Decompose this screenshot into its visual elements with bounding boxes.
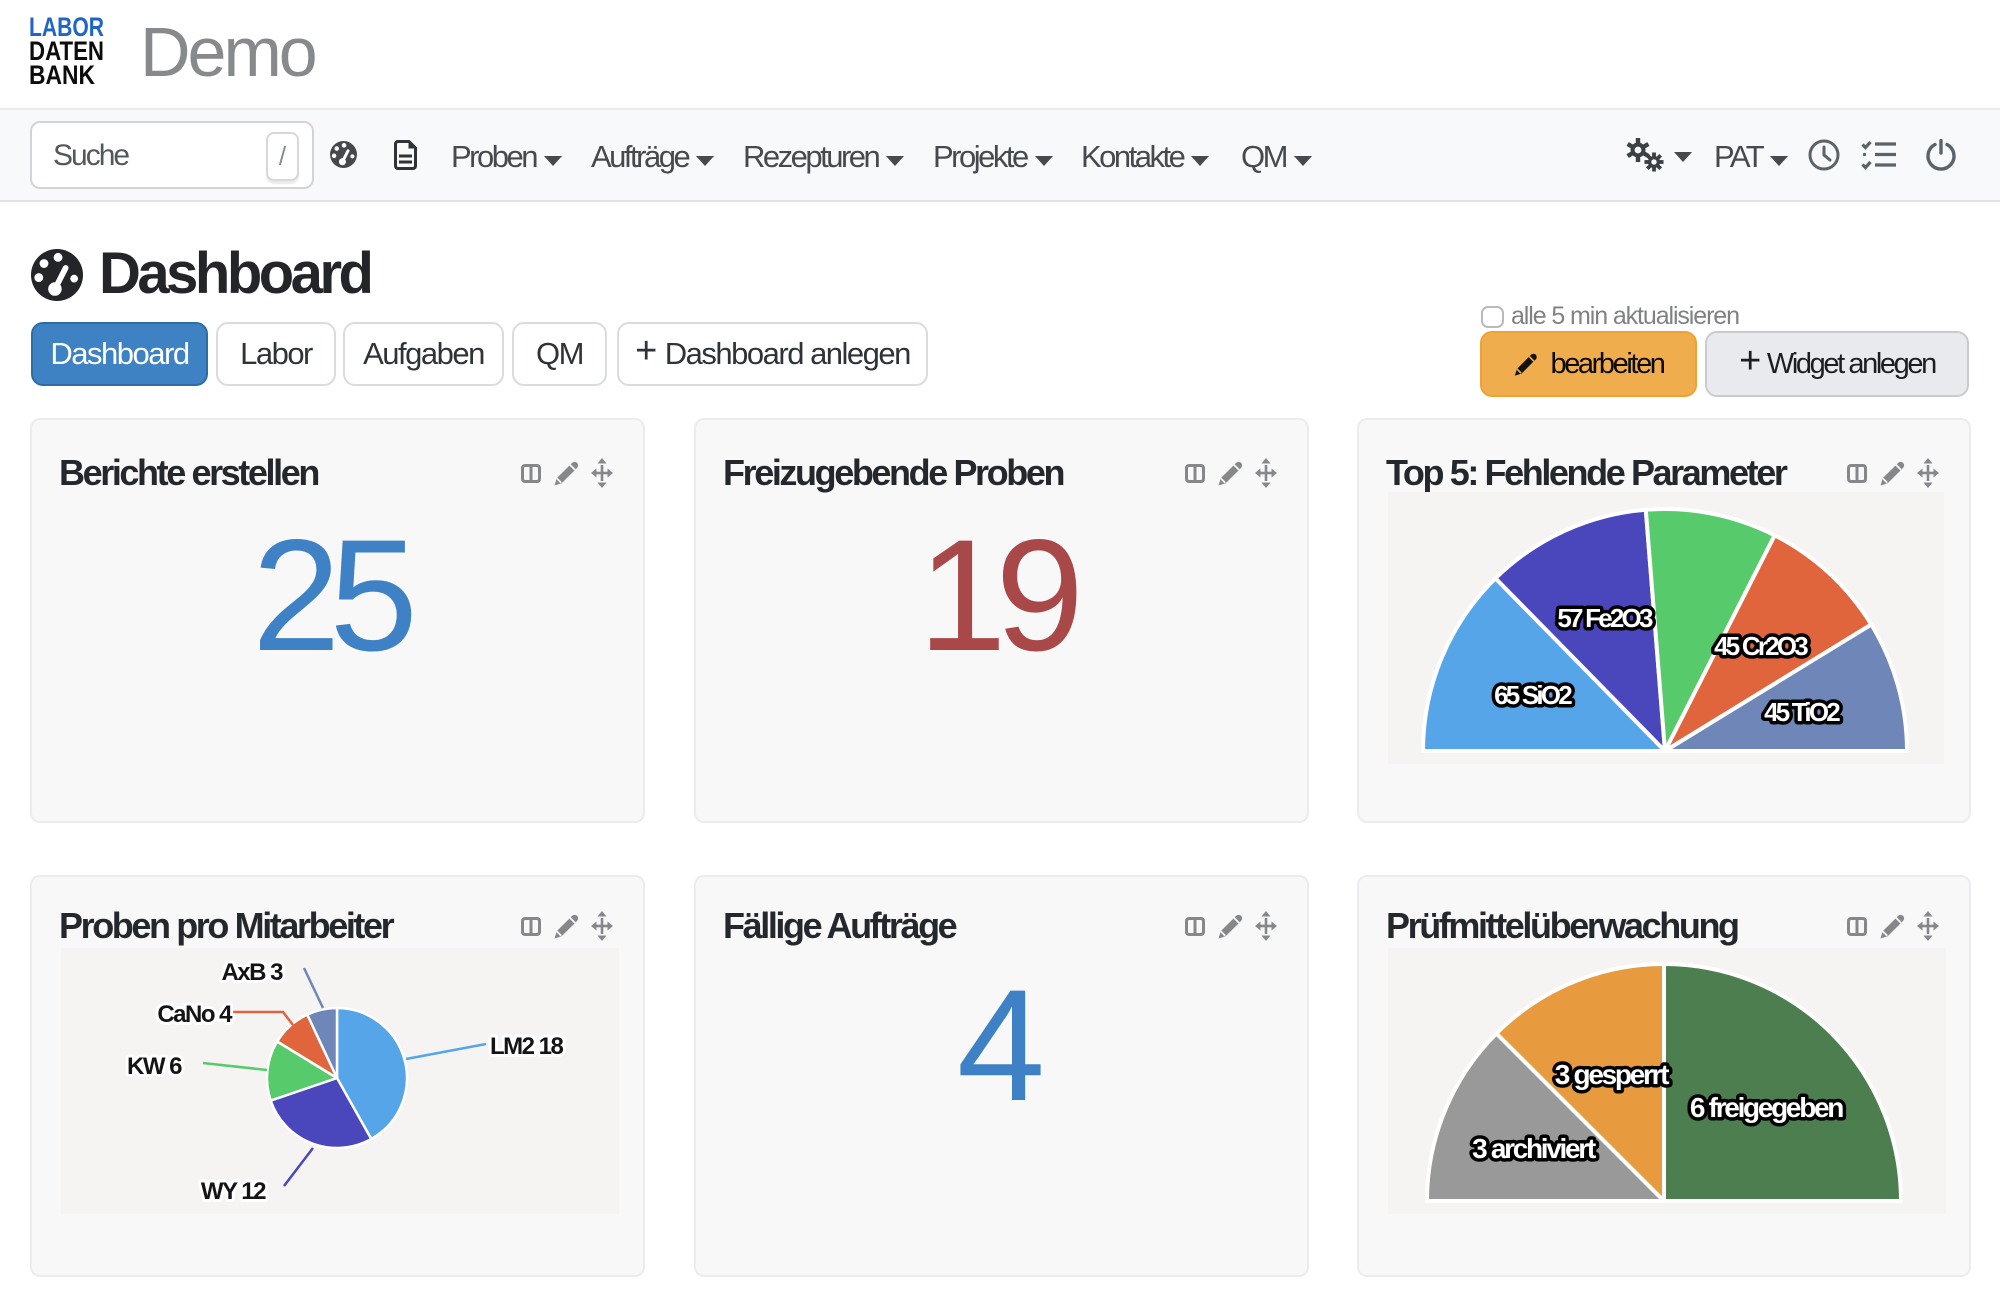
svg-text:3 archiviert: 3 archiviert xyxy=(1472,1133,1596,1164)
svg-text:3 gesperrt: 3 gesperrt xyxy=(1555,1059,1669,1090)
svg-text:6 freigegeben: 6 freigegeben xyxy=(1690,1092,1843,1123)
svg-text:BANK: BANK xyxy=(29,60,95,88)
svg-text:KW 6: KW 6 xyxy=(127,1053,182,1080)
svg-text:LABOR: LABOR xyxy=(29,14,104,42)
svg-text:45 Cr2O3: 45 Cr2O3 xyxy=(1714,631,1808,661)
svg-text:WY 12: WY 12 xyxy=(201,1178,266,1205)
svg-text:LM2 18: LM2 18 xyxy=(490,1033,564,1060)
svg-text:CaNo 4: CaNo 4 xyxy=(157,1001,233,1028)
svg-text:DATEN: DATEN xyxy=(29,36,104,66)
svg-text:AxB 3: AxB 3 xyxy=(221,959,283,986)
svg-text:65 SiO2: 65 SiO2 xyxy=(1494,680,1572,710)
svg-text:57 Fe2O3: 57 Fe2O3 xyxy=(1557,603,1653,633)
svg-text:45 TiO2: 45 TiO2 xyxy=(1764,697,1840,727)
